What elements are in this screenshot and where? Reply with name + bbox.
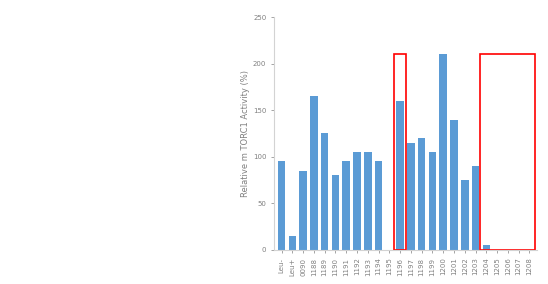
Bar [353,152,361,250]
Bar [278,161,286,250]
Bar [375,161,383,250]
Bar [396,101,404,250]
Bar [364,152,372,250]
Bar [450,120,458,250]
Bar [472,166,480,250]
Bar [407,143,415,250]
Bar [483,245,490,250]
Bar [342,161,350,250]
Bar [461,180,469,250]
Bar [299,171,307,250]
Bar [429,152,436,250]
Bar [418,138,425,250]
Bar [394,54,406,250]
Bar [481,54,535,250]
Bar [310,96,318,250]
Bar [332,176,339,250]
Bar [289,236,296,250]
Y-axis label: Relative m TORC1 Activity (%): Relative m TORC1 Activity (%) [241,70,250,197]
Bar [321,133,328,250]
Bar [439,54,447,250]
